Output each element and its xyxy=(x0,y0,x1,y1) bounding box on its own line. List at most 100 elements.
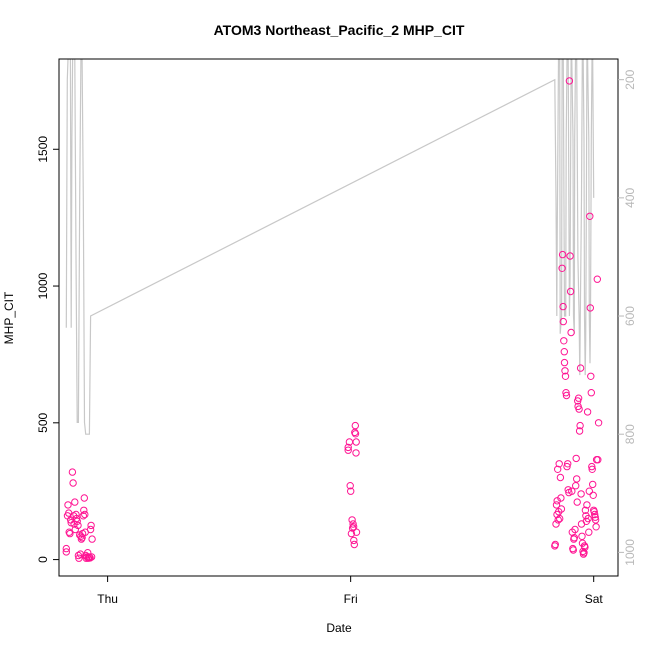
data-point xyxy=(86,525,95,534)
data-point xyxy=(74,551,83,560)
data-point xyxy=(591,516,600,524)
data-point xyxy=(62,544,71,553)
data-point xyxy=(559,317,567,326)
data-point xyxy=(559,302,567,311)
data-point xyxy=(349,520,357,528)
data-point xyxy=(573,498,581,506)
data-point xyxy=(78,534,86,542)
data-point xyxy=(87,553,96,561)
y2-tick-label: 200 xyxy=(623,69,637,89)
data-point xyxy=(586,304,594,312)
data-point xyxy=(594,419,603,427)
data-point xyxy=(351,421,359,430)
data-point xyxy=(583,501,591,509)
data-point xyxy=(81,510,89,519)
y-tick-label: 500 xyxy=(36,412,50,432)
x-tick-label: Fri xyxy=(344,592,358,606)
y-axis-label: MHP_CIT xyxy=(2,291,16,344)
data-point xyxy=(560,337,568,345)
data-point xyxy=(352,438,360,446)
data-point xyxy=(589,491,597,499)
data-point xyxy=(574,394,583,402)
data-point xyxy=(352,528,361,536)
data-point xyxy=(350,540,358,549)
data-point xyxy=(68,468,77,476)
x-axis-label: Date xyxy=(326,621,352,635)
data-point xyxy=(562,391,571,400)
data-point xyxy=(554,516,562,524)
data-point xyxy=(71,498,79,506)
data-point xyxy=(575,427,584,435)
data-point xyxy=(591,513,599,521)
chart-title: ATOM3 Northeast_Pacific_2 MHP_CIT xyxy=(214,22,465,38)
data-point xyxy=(577,520,586,528)
data-point xyxy=(64,501,72,509)
data-point xyxy=(552,520,560,528)
data-point xyxy=(590,508,598,516)
data-point xyxy=(72,510,80,519)
data-point xyxy=(83,553,91,561)
data-point xyxy=(555,460,563,468)
data-point xyxy=(583,408,592,416)
data-point xyxy=(588,465,596,473)
data-point xyxy=(570,534,578,542)
x-tick-label: Thu xyxy=(97,592,118,606)
data-point xyxy=(556,473,565,482)
y2-tick-label: 800 xyxy=(623,424,637,444)
data-point xyxy=(69,479,77,487)
data-point xyxy=(352,449,360,457)
y2-tick-label: 400 xyxy=(623,188,637,208)
y-tick-label: 1000 xyxy=(36,272,50,299)
data-point xyxy=(348,516,356,524)
data-point xyxy=(563,462,571,471)
profile-depth-line xyxy=(65,59,595,435)
data-point xyxy=(594,456,602,464)
data-point xyxy=(566,287,575,296)
data-point xyxy=(80,506,88,514)
data-point xyxy=(87,521,95,530)
data-point xyxy=(585,487,593,495)
data-point xyxy=(592,523,600,531)
data-point xyxy=(348,524,357,532)
data-point xyxy=(74,521,82,530)
data-point xyxy=(350,536,358,545)
data-point xyxy=(558,264,566,272)
data-point xyxy=(346,482,354,490)
data-point xyxy=(573,475,581,483)
data-point xyxy=(556,514,564,523)
data-point xyxy=(564,486,572,494)
data-point xyxy=(562,389,570,397)
data-point xyxy=(588,462,596,471)
data-point xyxy=(347,529,356,538)
y2-tick-label: 600 xyxy=(623,306,637,326)
data-point xyxy=(75,554,83,562)
data-point xyxy=(66,529,74,538)
data-point xyxy=(557,494,565,502)
data-point xyxy=(585,528,593,536)
y2-tick-label: 1000 xyxy=(623,539,637,566)
data-point xyxy=(62,548,71,556)
data-point xyxy=(88,535,96,543)
data-point xyxy=(73,517,81,525)
data-point xyxy=(351,430,360,438)
data-point xyxy=(554,465,562,473)
data-point xyxy=(79,512,88,520)
data-point xyxy=(581,506,590,514)
data-point xyxy=(571,525,579,534)
data-point xyxy=(564,460,572,468)
y-tick-label: 0 xyxy=(36,556,50,563)
data-point xyxy=(587,372,595,380)
scatter-points xyxy=(62,77,603,562)
data-point xyxy=(569,546,577,554)
data-point xyxy=(552,501,561,509)
data-point xyxy=(76,550,85,558)
data-point xyxy=(344,443,352,452)
plot-frame xyxy=(58,58,619,577)
data-point xyxy=(586,212,594,221)
data-point xyxy=(558,250,567,259)
data-point xyxy=(566,252,574,260)
data-point xyxy=(581,543,589,551)
data-point xyxy=(567,328,575,337)
data-point xyxy=(587,389,595,397)
